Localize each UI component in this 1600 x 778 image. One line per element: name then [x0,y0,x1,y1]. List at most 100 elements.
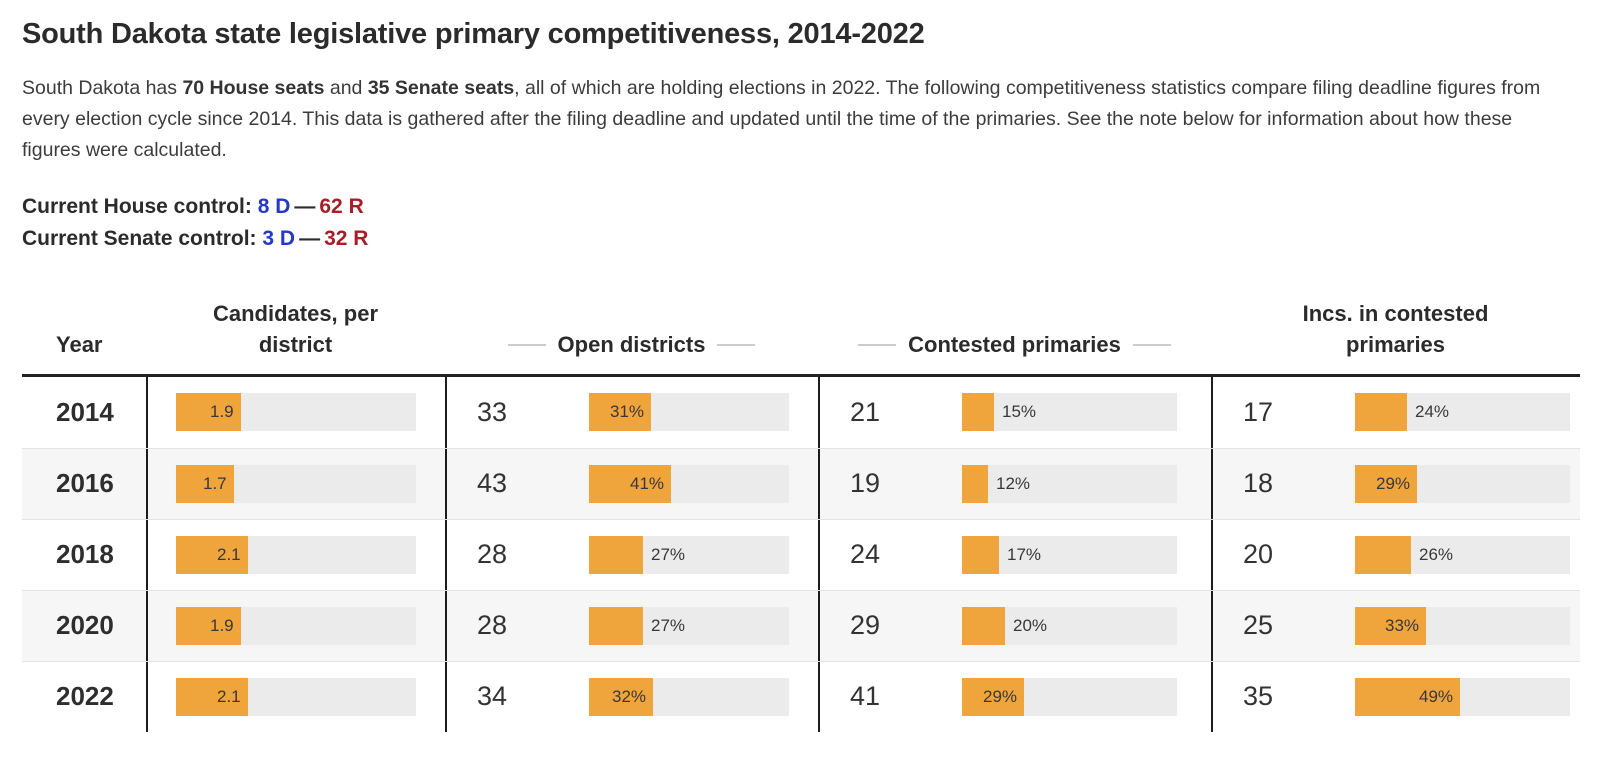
house-rep-count: 62 R [319,195,364,219]
contested-primaries-cell: 29 20% [818,590,1211,661]
year-cell: 2014 [22,377,146,448]
contested-primaries-bar-fill [962,606,1005,645]
incs-contested-count: 18 [1243,468,1274,499]
contested-primaries-bar-track: 12% [962,464,1177,503]
table-row: 2014 1.9 33 31% 21 15% 17 24% [22,376,1580,448]
contested-primaries-cell: 21 15% [818,376,1211,448]
contested-primaries-bar-track: 20% [962,606,1177,645]
contested-primaries-cell: 41 29% [818,661,1211,732]
incs-contested-bar-label: 24% [1415,402,1450,422]
incs-contested-count: 35 [1243,681,1274,712]
header-dash [507,344,546,347]
incs-contested-bar-label: 26% [1419,544,1454,564]
candidates-bar-track: 1.9 [176,393,416,432]
open-districts-bar-fill [589,464,671,503]
header-candidates-per-district: Candidates, per district [146,299,445,361]
incs-contested-cell: 35 49% [1211,661,1580,732]
contested-primaries-count: 29 [850,610,881,641]
incs-contested-bar-label: 29% [1376,473,1411,493]
year-label: 2018 [56,539,114,570]
incs-contested-cell: 17 24% [1211,376,1580,448]
incs-contested-bar-track: 33% [1355,606,1570,645]
contested-primaries-bar-fill [962,464,988,503]
chamber-control-block: Current House control: 8 D — 62 R Current … [22,191,1580,255]
year-cell: 2016 [22,449,146,519]
incs-contested-bar-track: 29% [1355,464,1570,503]
senate-control-line: Current Senate control: 3 D —32 R [22,223,1580,255]
open-districts-bar-label: 32% [612,686,647,706]
senate-rep-count: 32 R [324,227,369,251]
contested-primaries-bar-label: 17% [1007,544,1042,564]
candidates-bar-label: 1.9 [210,615,234,635]
incs-contested-bar-label: 49% [1419,686,1454,706]
senate-control-label: Current Senate control: [22,227,257,251]
year-label: 2016 [56,468,114,499]
header-candidates-text: Candidates, per district [212,301,379,357]
contested-primaries-bar-fill [962,393,995,432]
year-label: 2022 [56,681,114,712]
open-districts-bar-fill [589,393,651,432]
open-districts-bar-fill [589,535,643,574]
table-row: 2016 1.7 43 41% 19 12% 18 29% [22,447,1580,519]
header-year: Year [56,332,103,357]
header-contested-text: Contested primaries [908,332,1121,357]
open-districts-bar-label: 41% [630,473,665,493]
candidates-bar-track: 1.9 [176,606,416,645]
header-dash [1132,344,1171,347]
header-incs-text: Incs. in contested primaries [1302,301,1489,357]
contested-primaries-bar-track: 15% [962,393,1177,432]
open-districts-count: 28 [477,610,508,641]
table-row: 2018 2.1 28 27% 24 17% 20 26% [22,518,1580,590]
year-cell: 2018 [22,520,146,590]
header-contested-primaries: Contested primaries [818,330,1211,361]
incs-contested-bar-fill [1355,464,1418,503]
open-districts-count: 34 [477,681,508,712]
open-districts-bar-fill [589,677,653,716]
incs-contested-bar-track: 49% [1355,677,1570,716]
incs-contested-bar-track: 24% [1355,393,1570,432]
incs-contested-cell: 18 29% [1211,448,1580,519]
open-districts-cell: 43 41% [445,448,818,519]
open-districts-cell: 28 27% [445,519,818,590]
house-seats-bold: 70 House seats [182,77,325,99]
contested-primaries-count: 24 [850,539,881,570]
candidates-bar-label: 1.7 [203,473,227,493]
header-incs-in-contested: Incs. in contested primaries [1211,299,1580,361]
contested-primaries-cell: 19 12% [818,448,1211,519]
house-dem-count: 8 D [257,195,291,219]
year-label: 2020 [56,610,114,641]
open-districts-bar-label: 27% [651,544,686,564]
intro-text: , all of which are holding elections in … [22,77,1541,161]
year-cell: 2020 [22,591,146,661]
contested-primaries-count: 21 [850,396,881,427]
intro-paragraph: South Dakota has 70 House seats and 35 S… [22,73,1552,165]
contested-primaries-bar-fill [962,677,1025,716]
control-separator: — [299,227,321,251]
candidates-cell: 1.9 [146,590,445,661]
open-districts-bar-track: 27% [589,535,789,574]
candidates-bar-track: 2.1 [176,677,416,716]
candidates-cell: 1.7 [146,448,445,519]
table-body: 2014 1.9 33 31% 21 15% 17 24% 2016 1.7 43 41% 19 12% 1… [22,376,1580,732]
house-control-label: Current House control: [22,195,252,219]
candidates-bar-track: 2.1 [176,535,416,574]
open-districts-count: 43 [477,468,508,499]
candidates-cell: 2.1 [146,661,445,732]
contested-primaries-bar-track: 17% [962,535,1177,574]
candidates-cell: 1.9 [146,376,445,448]
candidates-bar-label: 2.1 [217,686,241,706]
incs-contested-bar-track: 26% [1355,535,1570,574]
open-districts-cell: 34 32% [445,661,818,732]
contested-primaries-bar-label: 29% [983,686,1018,706]
year-cell: 2022 [22,662,146,732]
page: South Dakota state legislative primary c… [22,18,1580,732]
incs-contested-bar-fill [1355,393,1407,432]
contested-primaries-bar-label: 15% [1002,402,1037,422]
open-districts-bar-label: 27% [651,615,686,635]
contested-primaries-bar-fill [962,535,999,574]
open-districts-bar-track: 41% [589,464,789,503]
candidates-cell: 2.1 [146,519,445,590]
incs-contested-count: 25 [1243,610,1274,641]
contested-primaries-count: 19 [850,468,881,499]
incs-contested-count: 20 [1243,539,1274,570]
